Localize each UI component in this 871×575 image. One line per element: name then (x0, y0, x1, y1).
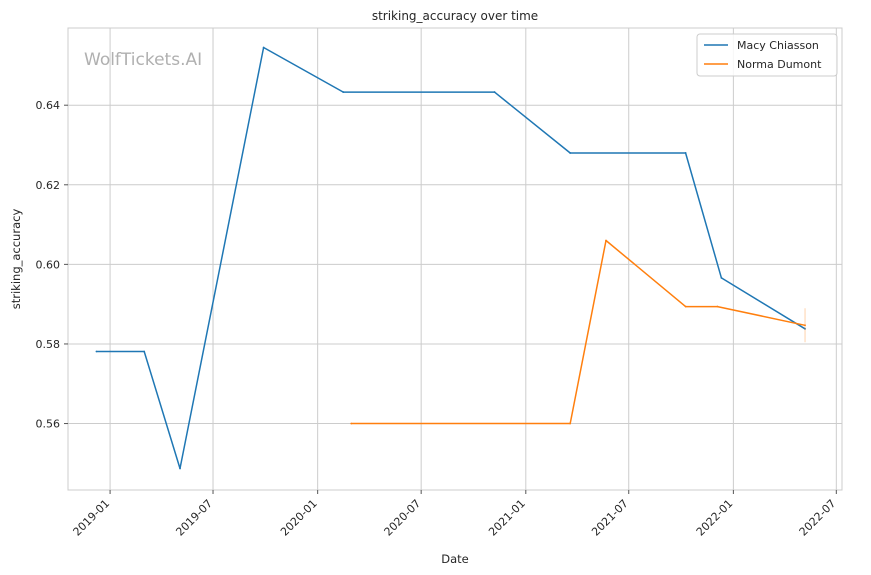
legend-label: Macy Chiasson (737, 39, 819, 52)
y-tick-label: 0.56 (36, 418, 61, 431)
series-line-2 (351, 239, 806, 425)
series-line-1 (96, 46, 806, 470)
watermark: WolfTickets.AI (84, 50, 202, 70)
data-point (95, 350, 98, 353)
x-tick-label: 2022-01 (694, 497, 736, 539)
x-tick-label: 2021-07 (589, 497, 631, 539)
data-point (605, 239, 607, 242)
legend-box (696, 33, 838, 77)
plot-background (68, 28, 842, 490)
y-tick-label: 0.60 (36, 258, 61, 271)
data-point (569, 152, 572, 154)
data-point (262, 46, 265, 49)
y-tick-label: 0.64 (36, 99, 61, 112)
x-tick-label: 2021-01 (486, 497, 528, 539)
legend-label: Norma Dumont (737, 58, 822, 71)
data-point (493, 91, 496, 93)
x-tick-label: 2019-01 (71, 497, 113, 539)
data-point (342, 91, 345, 93)
data-point (720, 277, 723, 279)
data-point (569, 422, 572, 425)
data-point (350, 422, 353, 425)
series-layer (95, 46, 806, 470)
x-tick-label: 2020-07 (382, 497, 424, 539)
x-tick-label: 2019-07 (173, 497, 215, 539)
y-tick-label: 0.58 (36, 338, 61, 351)
y-axis-label: striking_accuracy (9, 209, 23, 310)
x-tick-label: 2020-01 (278, 497, 320, 539)
data-point (143, 350, 146, 353)
data-point (804, 324, 806, 327)
plot-frame (67, 27, 843, 491)
data-point (804, 327, 806, 330)
chart-title: striking_accuracy over time (372, 9, 538, 23)
data-point (684, 152, 687, 154)
x-axis-label: Date (441, 552, 469, 566)
x-axis: 2019-01 2019-07 2020-01 2020-07 2021-01 2021-… (71, 490, 839, 539)
data-point (684, 305, 687, 308)
x-tick-label: 2022-07 (797, 497, 839, 539)
legend: Macy Chiasson Norma Dumont (696, 33, 838, 77)
y-axis: 0.56 0.58 0.60 0.62 0.64 (36, 99, 68, 431)
data-point (179, 467, 181, 470)
data-point (716, 305, 719, 308)
y-tick-label: 0.62 (36, 179, 61, 192)
